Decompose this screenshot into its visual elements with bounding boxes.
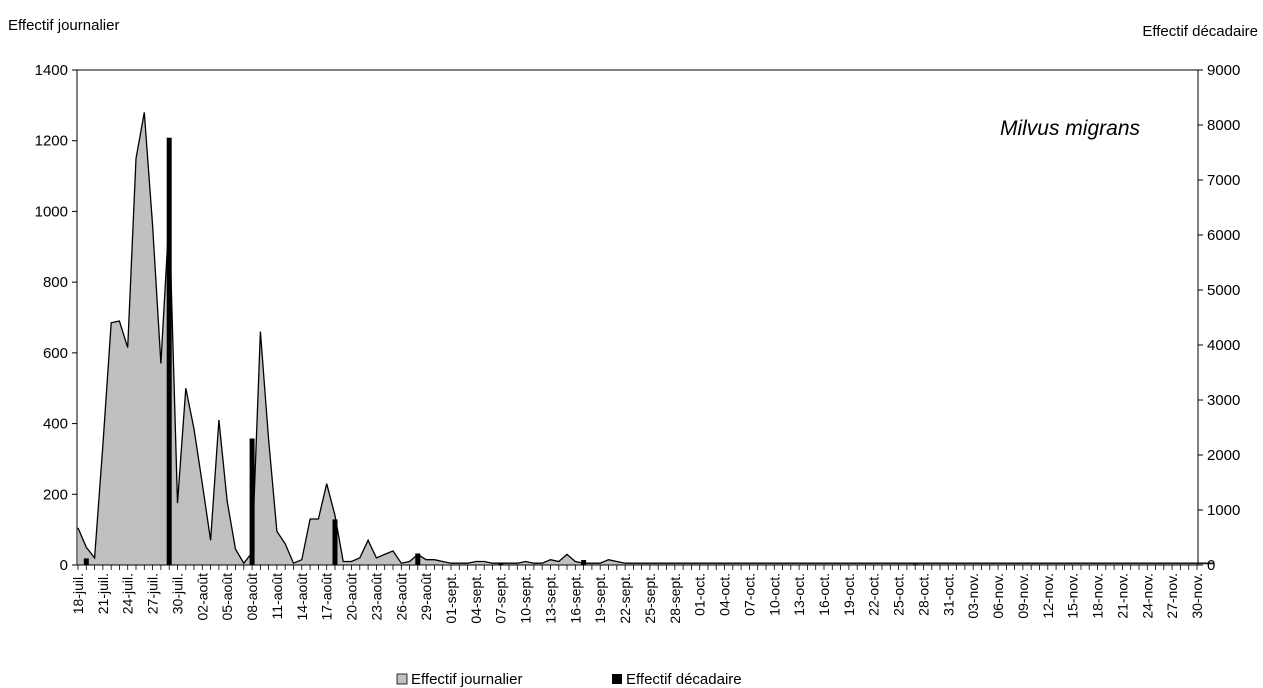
daily-area [78,112,1214,566]
x-tick-label: 23-août [368,573,384,621]
x-tick-label: 08-août [244,573,260,621]
x-tick-label: 03-nov. [965,573,981,619]
x-tick-label: 09-nov. [1015,573,1031,619]
left-tick-label: 1200 [35,133,68,150]
decade-bar [415,553,421,565]
x-tick-label: 28-oct. [916,573,932,616]
right-tick-label: 1000 [1207,502,1240,519]
right-tick-label: 9000 [1207,62,1240,79]
x-tick-label: 20-août [344,573,360,621]
left-tick-label: 0 [60,557,68,574]
right-tick-label: 7000 [1207,172,1240,189]
x-tick-label: 21-nov. [1114,573,1130,619]
x-axis: 18-juil. 21-juil. 24-juil. 27-juil. 30-juil.… [70,573,1205,624]
legend-label-daily: Effectif journalier [411,671,522,688]
legend-swatch-daily [396,673,408,685]
x-tick-label: 22-oct. [866,573,882,616]
x-tick-label: 30-nov. [1189,573,1205,619]
x-tick-label: 27-nov. [1164,573,1180,619]
left-axis-title: Effectif journalier [8,17,119,34]
decade-bar [83,558,89,565]
x-tick-label: 07-sept. [493,573,509,624]
right-tick-label: 8000 [1207,117,1240,134]
x-tick-label: 18-nov. [1090,573,1106,619]
left-tick-label: 800 [43,274,68,291]
left-axis: 0 200 400 600 800 1000 1200 1400 [35,62,77,574]
x-tick-label: 04-sept. [468,573,484,624]
x-tick-label: 29-août [418,573,434,621]
x-tick-label: 15-nov. [1065,573,1081,619]
x-tick-label: 11-août [269,573,285,620]
left-tick-label: 1400 [35,62,68,79]
decade-bar [166,137,172,565]
x-tick-label: 24-juil. [120,573,136,614]
right-axis: 0 1000 2000 3000 4000 5000 6000 7000 8000 9000 [1198,62,1240,574]
x-tick-label: 21-juil. [95,573,111,614]
x-tick-label: 18-juil. [70,573,86,614]
x-tick-label: 28-sept. [667,573,683,624]
left-tick-label: 1000 [35,203,68,220]
x-tick-label: 16-oct. [816,573,832,616]
x-tick-label: 24-nov. [1139,573,1155,619]
x-tick-label: 02-août [194,573,210,621]
x-tick-label: 19-sept. [592,573,608,624]
x-tick-label: 26-août [393,573,409,621]
x-tick-label: 27-juil. [145,573,161,614]
right-tick-label: 0 [1207,557,1215,574]
x-tick-label: 10-oct. [766,573,782,616]
x-tick-label: 13-oct. [791,573,807,616]
x-tick-label: 06-nov. [990,573,1006,619]
decade-bar [249,438,255,565]
right-tick-label: 5000 [1207,282,1240,299]
x-tick-label: 22-sept. [617,573,633,624]
axes [76,69,1199,570]
left-tick-label: 400 [43,416,68,433]
x-tick-label: 07-oct. [741,573,757,616]
x-tick-label: 31-oct. [940,573,956,616]
x-tick-label: 13-sept. [543,573,559,624]
x-tick-label: 10-sept. [518,573,534,624]
legend-label-decade: Effectif décadaire [626,671,742,688]
x-tick-label: 25-sept. [642,573,658,624]
x-tick-label: 05-août [219,573,235,621]
x-tick-label: 01-oct. [692,573,708,616]
right-tick-label: 2000 [1207,447,1240,464]
species-annotation: Milvus migrans [1000,117,1141,140]
decade-bar [498,563,504,565]
right-tick-label: 4000 [1207,337,1240,354]
legend-swatch-decade [612,674,622,684]
legend: Effectif journalier Effectif décadaire [396,671,742,688]
x-tick-label: 25-oct. [891,573,907,616]
x-tick-label: 16-sept. [567,573,583,624]
daily-line [77,112,1214,565]
left-tick-label: 200 [43,486,68,503]
x-tick-label: 01-sept. [443,573,459,624]
plot-area [77,112,1214,566]
right-tick-label: 6000 [1207,227,1240,244]
decade-bar [332,519,338,565]
x-tick-label: 04-oct. [717,573,733,616]
left-tick-label: 600 [43,345,68,362]
bar-series [83,137,918,566]
right-tick-label: 3000 [1207,392,1240,409]
x-tick-label: 30-juil. [170,573,186,614]
right-axis-title: Effectif décadaire [1142,23,1258,40]
x-tick-label: 19-oct. [841,573,857,616]
x-tick-label: 12-nov. [1040,573,1056,619]
x-tick-label: 14-août [294,573,310,621]
decade-bar [581,560,587,565]
x-tick-label: 17-août [319,573,335,621]
